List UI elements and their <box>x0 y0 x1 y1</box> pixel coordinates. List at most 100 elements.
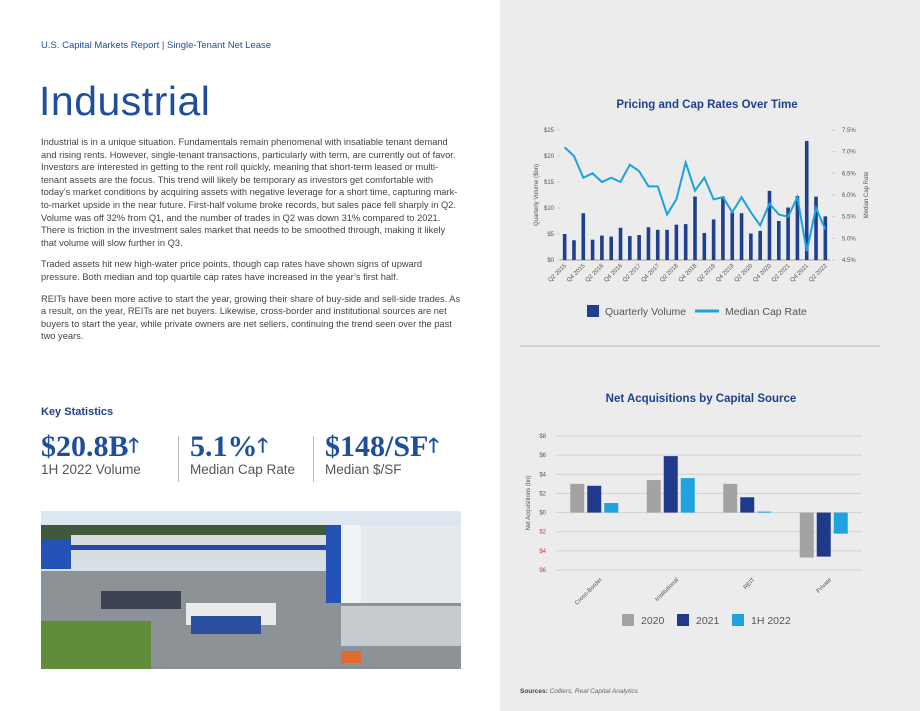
bar <box>795 196 800 260</box>
y-tick-label: $0 <box>539 511 546 517</box>
bar <box>618 227 623 260</box>
bar <box>799 512 814 558</box>
bar <box>786 207 790 260</box>
legend-label: 2020 <box>641 615 665 627</box>
bar <box>581 213 586 260</box>
x-tick-label: Q4 2018 <box>678 263 699 284</box>
bar <box>570 483 585 513</box>
y2-tick-label: 6.5% <box>842 171 856 177</box>
y-tick-label: $2 <box>539 530 546 536</box>
y-tick-label: $25 <box>544 128 555 134</box>
x-tick-label: Institutional <box>654 577 680 603</box>
header: U.S. Capital Markets Report | Single-Ten… <box>41 40 272 51</box>
y-tick-label: $15 <box>544 180 555 186</box>
stat-number: 5.1% <box>190 430 258 463</box>
stat: 5.1%🡑 Median Cap Rate <box>190 430 295 477</box>
sources: Sources: Colliers, Real Capital Analytic… <box>520 688 638 695</box>
bar <box>739 213 744 260</box>
x-tick-label: Q2 2019 <box>697 263 718 284</box>
arrow-icon: 🡑 <box>257 433 268 457</box>
bar <box>587 485 602 513</box>
y-tick-label: $4 <box>539 549 546 555</box>
x-tick-label: Q2 2022 <box>808 263 829 284</box>
chart-title: Net Acquisitions by Capital Source <box>606 393 797 405</box>
y2-axis-label: Median Cap Rate <box>864 171 870 218</box>
divider <box>313 436 314 482</box>
bar <box>833 512 848 534</box>
stat-label: Median Cap Rate <box>190 462 296 477</box>
bar <box>758 230 762 260</box>
y-tick-label: $6 <box>539 453 546 459</box>
x-tick-label: Q2 2017 <box>622 263 643 284</box>
bar <box>600 235 604 260</box>
y-tick-label: $20 <box>544 154 555 160</box>
sources-text: Colliers, Real Capital Analytics <box>549 688 638 695</box>
page-title: Industrial <box>39 78 211 124</box>
bar <box>730 212 735 260</box>
stat-value: 5.1%🡑 <box>190 430 295 465</box>
x-tick-label: Q2 2020 <box>734 263 755 284</box>
x-tick-label: Q4 2015 <box>566 263 587 284</box>
bar <box>823 216 828 260</box>
legend-label: Median Cap Rate <box>725 306 807 318</box>
y-tick-label: $4 <box>539 472 546 478</box>
stat-number: $148/SF <box>325 430 429 463</box>
x-tick-label: REIT <box>743 577 757 591</box>
legend-swatch <box>622 614 634 626</box>
bar <box>776 221 781 260</box>
stat-value: $20.8B🡑 <box>41 430 141 465</box>
x-tick-label: Cross-Border <box>574 577 603 606</box>
y2-tick-label: 5.0% <box>842 236 856 242</box>
y2-tick-label: 5.5% <box>842 215 856 221</box>
y-tick-label: $8 <box>539 434 546 440</box>
line <box>563 146 827 252</box>
bar <box>590 239 595 260</box>
bar <box>723 483 738 513</box>
legend-label: 1H 2022 <box>751 615 791 627</box>
bar <box>646 480 661 513</box>
legend-swatch <box>732 614 744 626</box>
stat: $20.8B🡑 1H 2022 Volume <box>41 430 141 477</box>
arrow-icon: 🡑 <box>128 433 139 457</box>
y2-tick-label: 4.5% <box>842 258 856 264</box>
divider <box>178 436 179 482</box>
stat-label: Median $/SF <box>325 462 402 477</box>
bar <box>702 232 707 260</box>
stat-value: $148/SF🡑 <box>325 430 439 465</box>
x-tick-label: Q4 2020 <box>752 263 773 284</box>
bar <box>628 236 632 260</box>
legend-swatch <box>587 305 599 317</box>
x-tick-label: Q2 2016 <box>585 263 606 284</box>
bar <box>665 229 669 260</box>
key-stats-title: Key Statistics <box>41 406 114 418</box>
bar <box>767 190 772 260</box>
stat-number: $20.8B <box>41 430 129 463</box>
bar <box>609 236 614 260</box>
bar <box>646 227 651 260</box>
legend-label: 2021 <box>696 615 720 627</box>
paragraph: Industrial is in a unique situation. Fun… <box>41 137 458 248</box>
x-tick-label: Q4 2019 <box>715 263 736 284</box>
y-axis-label: Quarterly Volume ($bn) <box>534 164 540 226</box>
bar <box>655 229 660 260</box>
warehouse-photo <box>41 511 461 669</box>
bar <box>816 512 831 557</box>
x-tick-label: Q4 2021 <box>790 263 811 284</box>
bar <box>693 196 697 260</box>
x-tick-label: Private <box>816 577 834 595</box>
x-tick-label: Q4 2016 <box>603 263 624 284</box>
y-tick-label: $0 <box>547 258 554 264</box>
y-tick-label: $2 <box>539 491 546 497</box>
y-axis-label: Net Acquisitions (bn) <box>526 475 532 530</box>
x-tick-label: Q4 2017 <box>641 263 662 284</box>
bar <box>680 478 695 513</box>
y-tick-label: $6 <box>539 568 546 574</box>
bar <box>749 233 753 260</box>
paragraph: Traded assets hit new high-water price p… <box>41 259 423 282</box>
bar <box>562 234 567 260</box>
y2-tick-label: 6.0% <box>842 193 856 199</box>
x-tick-label: Q2 2021 <box>771 263 792 284</box>
bar <box>572 240 576 260</box>
